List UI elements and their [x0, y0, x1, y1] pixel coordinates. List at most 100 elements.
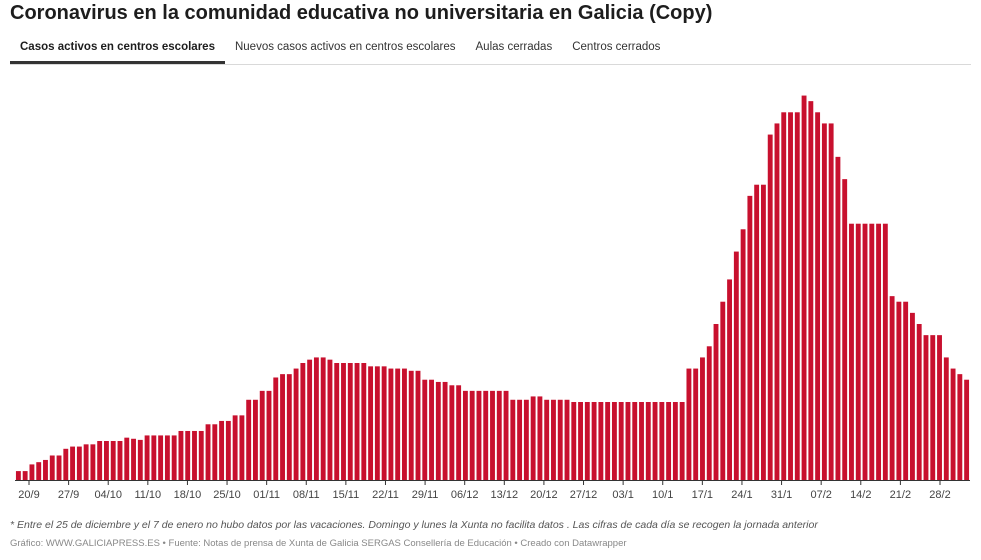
bar[interactable] — [882, 223, 888, 480]
bar[interactable] — [916, 324, 922, 480]
bar[interactable] — [300, 363, 306, 480]
bar[interactable] — [842, 179, 848, 480]
tab-centros-cerrados[interactable]: Centros cerrados — [572, 41, 661, 53]
bar[interactable] — [374, 366, 380, 480]
bar[interactable] — [273, 377, 279, 480]
bar[interactable] — [381, 366, 387, 480]
bar[interactable] — [747, 195, 753, 481]
bar[interactable] — [225, 420, 231, 480]
bar[interactable] — [571, 402, 577, 480]
bar[interactable] — [347, 363, 353, 480]
bar[interactable] — [551, 399, 556, 480]
bar[interactable] — [124, 437, 130, 480]
bar[interactable] — [354, 363, 360, 480]
bar[interactable] — [706, 346, 712, 480]
bar[interactable] — [483, 390, 489, 480]
bar[interactable] — [950, 368, 956, 480]
bar[interactable] — [578, 402, 583, 480]
bar[interactable] — [198, 430, 204, 480]
bar[interactable] — [930, 335, 936, 480]
bar[interactable] — [43, 459, 48, 480]
bar[interactable] — [794, 112, 800, 480]
bar[interactable] — [815, 112, 821, 480]
bar[interactable] — [869, 223, 875, 480]
bar[interactable] — [70, 446, 76, 480]
bar[interactable] — [808, 101, 814, 480]
bar[interactable] — [232, 415, 238, 480]
bar[interactable] — [83, 444, 89, 480]
bar[interactable] — [943, 357, 949, 480]
bar[interactable] — [307, 359, 313, 480]
bar[interactable] — [733, 251, 739, 480]
bar[interactable] — [22, 471, 28, 480]
bar[interactable] — [564, 399, 570, 480]
bar[interactable] — [713, 324, 719, 480]
bar[interactable] — [110, 441, 116, 480]
bar[interactable] — [259, 390, 265, 480]
bar[interactable] — [510, 399, 516, 480]
bar[interactable] — [760, 184, 766, 480]
bar[interactable] — [639, 402, 644, 480]
bar[interactable] — [469, 390, 475, 480]
bar[interactable] — [442, 381, 448, 480]
bar[interactable] — [415, 370, 421, 480]
bar[interactable] — [625, 402, 631, 480]
bar[interactable] — [137, 439, 143, 480]
bar[interactable] — [835, 156, 841, 481]
bar[interactable] — [754, 184, 760, 480]
bar[interactable] — [164, 435, 170, 480]
bar[interactable] — [158, 435, 164, 480]
bar[interactable] — [862, 223, 868, 480]
bar[interactable] — [605, 402, 611, 480]
bar[interactable] — [720, 301, 726, 480]
bar[interactable] — [686, 368, 692, 480]
bar[interactable] — [395, 368, 401, 480]
bar[interactable] — [388, 368, 394, 480]
bar[interactable] — [896, 301, 902, 480]
bar[interactable] — [56, 455, 62, 480]
bar[interactable] — [456, 385, 462, 480]
bar[interactable] — [496, 390, 502, 480]
bar[interactable] — [801, 95, 807, 480]
bar[interactable] — [652, 402, 658, 480]
bar[interactable] — [672, 402, 678, 480]
bar[interactable] — [923, 335, 929, 480]
bar[interactable] — [246, 399, 252, 480]
bar[interactable] — [693, 368, 699, 480]
bar[interactable] — [781, 112, 787, 480]
bar[interactable] — [219, 420, 225, 480]
bar[interactable] — [544, 399, 550, 480]
bar[interactable] — [584, 402, 590, 480]
bar[interactable] — [964, 379, 970, 480]
bar[interactable] — [537, 396, 543, 480]
bar[interactable] — [49, 455, 55, 480]
bar[interactable] — [327, 359, 333, 480]
bar[interactable] — [117, 441, 123, 480]
bar[interactable] — [408, 370, 414, 480]
bar[interactable] — [727, 279, 732, 480]
bar[interactable] — [611, 402, 617, 480]
bar[interactable] — [828, 123, 834, 481]
bar[interactable] — [774, 123, 780, 481]
bar[interactable] — [76, 446, 82, 480]
bar[interactable] — [402, 368, 407, 480]
bar[interactable] — [205, 424, 211, 480]
bar[interactable] — [422, 379, 428, 480]
bar[interactable] — [90, 444, 96, 480]
bar[interactable] — [178, 430, 184, 480]
bar[interactable] — [151, 435, 157, 480]
bar[interactable] — [185, 430, 191, 480]
bar[interactable] — [876, 223, 882, 480]
bar[interactable] — [517, 399, 523, 480]
bar[interactable] — [598, 402, 604, 480]
bar[interactable] — [29, 464, 35, 480]
bar[interactable] — [36, 462, 42, 480]
bar[interactable] — [530, 396, 536, 480]
bar[interactable] — [618, 402, 624, 480]
bar[interactable] — [239, 415, 245, 480]
bar[interactable] — [462, 390, 468, 480]
bar[interactable] — [957, 374, 963, 480]
bar[interactable] — [788, 112, 793, 480]
bar[interactable] — [63, 448, 69, 480]
bar[interactable] — [659, 402, 665, 480]
